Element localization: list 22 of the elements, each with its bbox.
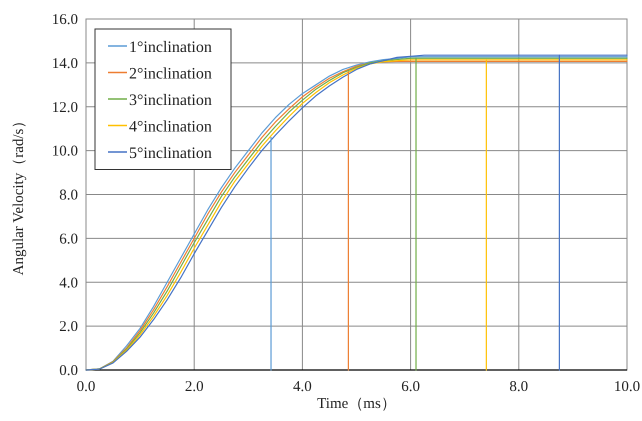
ytick: 2.0: [59, 319, 78, 336]
ytick: 8.0: [59, 188, 78, 204]
ytick: 10.0: [52, 144, 78, 160]
xtick: 10.0: [614, 379, 640, 395]
legend-label: 5°inclination: [129, 145, 212, 162]
xlabel: Time（ms）: [317, 396, 396, 412]
legend-label: 4°inclination: [129, 118, 212, 136]
xtick: 8.0: [509, 379, 528, 395]
legend-label: 2°inclination: [129, 66, 212, 82]
ytick: 12.0: [52, 100, 78, 116]
ytick: 0.0: [59, 363, 78, 379]
legend-label: 3°inclination: [129, 92, 212, 109]
xtick: 6.0: [401, 379, 420, 395]
ylabel: Angular Velocity（rad/s）: [11, 114, 27, 276]
ytick: 14.0: [52, 56, 78, 72]
xtick: 4.0: [293, 379, 312, 395]
xtick: 2.0: [184, 379, 204, 395]
xtick: 0.0: [76, 379, 96, 395]
ytick: 16.0: [52, 12, 78, 28]
ytick: 4.0: [59, 275, 78, 292]
ytick: 6.0: [59, 231, 78, 248]
legend-label: 1°inclination: [129, 39, 212, 56]
